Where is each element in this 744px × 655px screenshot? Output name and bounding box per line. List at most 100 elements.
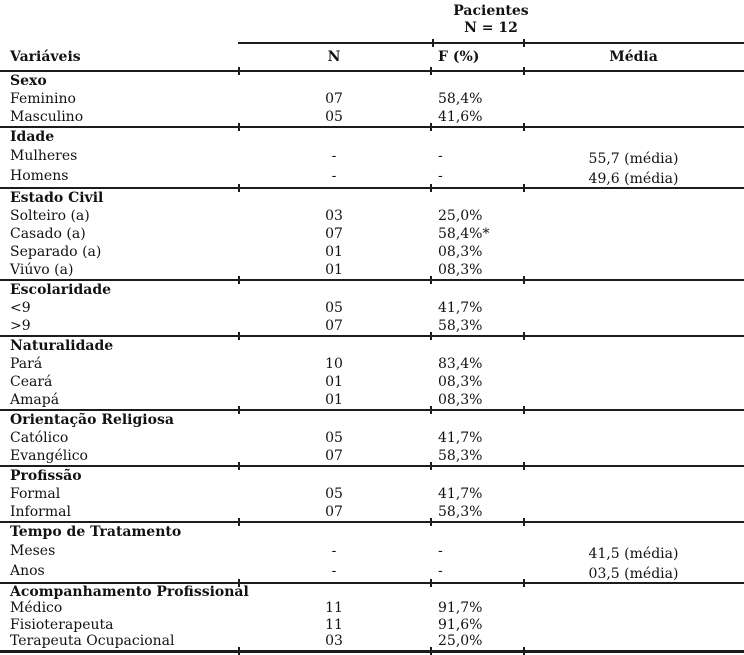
table-row: <9 05 41,7% bbox=[0, 299, 744, 317]
column-boundary-tick bbox=[238, 184, 240, 192]
section-header: Naturalidade bbox=[10, 337, 114, 354]
column-boundary-tick bbox=[430, 67, 432, 75]
table-row: Pará 10 83,4% bbox=[0, 355, 744, 373]
n-value: 05 bbox=[325, 485, 343, 502]
table-row: Homens - - 49,6 (média) bbox=[0, 167, 744, 188]
column-header-f: F (%) bbox=[438, 48, 480, 65]
column-boundary-tick bbox=[523, 406, 525, 414]
f-percent-value: 41,7% bbox=[438, 429, 483, 446]
section-header: Estado Civil bbox=[10, 189, 104, 206]
variable-label: Terapeuta Ocupacional bbox=[10, 633, 175, 650]
variable-label: >9 bbox=[10, 317, 31, 334]
table-row: Casado (a) 07 58,4%* bbox=[0, 225, 744, 243]
f-percent-value: 41,7% bbox=[438, 299, 483, 316]
variable-label: Evangélico bbox=[10, 447, 88, 464]
media-value: 03,5 (média) bbox=[588, 566, 679, 583]
section-header-row: Sexo bbox=[0, 72, 744, 90]
f-percent-value: 25,0% bbox=[438, 207, 483, 224]
column-boundary-tick bbox=[523, 39, 525, 47]
column-boundary-tick bbox=[238, 579, 240, 587]
column-boundary-tick bbox=[523, 647, 525, 655]
variable-label: Formal bbox=[10, 485, 61, 502]
n-value: 07 bbox=[325, 447, 343, 464]
f-percent-value: 91,7% bbox=[438, 600, 483, 617]
f-percent-value: - bbox=[438, 147, 443, 164]
column-boundary-tick bbox=[238, 518, 240, 526]
f-percent-value: 08,3% bbox=[438, 243, 483, 260]
section-divider bbox=[0, 462, 744, 470]
n-value: - bbox=[331, 147, 337, 164]
table-row: Solteiro (a) 03 25,0% bbox=[0, 207, 744, 225]
header-divider bbox=[0, 67, 744, 75]
n-value: 11 bbox=[325, 616, 343, 633]
f-percent-value: 58,4% bbox=[438, 90, 483, 107]
table-row: Evangélico 07 58,3% bbox=[0, 447, 744, 465]
column-boundary-tick bbox=[430, 184, 432, 192]
column-boundary-tick bbox=[430, 518, 432, 526]
n-value: 01 bbox=[325, 391, 343, 408]
section-header-row: Profissão bbox=[0, 467, 744, 485]
media-value: 41,5 (média) bbox=[588, 545, 679, 562]
column-boundary-tick bbox=[430, 462, 432, 470]
variable-label: Informal bbox=[10, 503, 71, 520]
section-divider bbox=[0, 276, 744, 284]
f-percent-value: 08,3% bbox=[438, 261, 483, 278]
section-header: Tempo de Tratamento bbox=[10, 523, 182, 540]
table-row: Médico 11 91,7% bbox=[0, 601, 744, 618]
section-header: Escolaridade bbox=[10, 281, 112, 298]
table-row: Feminino 07 58,4% bbox=[0, 90, 744, 108]
section-header: Profissão bbox=[10, 467, 82, 484]
f-percent-value: - bbox=[438, 168, 443, 185]
variable-label: Separado (a) bbox=[10, 243, 102, 260]
n-value: 03 bbox=[325, 207, 343, 224]
section-header-row: Acompanhamento Profissional bbox=[0, 584, 744, 601]
n-value: 01 bbox=[325, 261, 343, 278]
f-percent-value: 91,6% bbox=[438, 616, 483, 633]
column-boundary-tick bbox=[238, 647, 240, 655]
table-row: Terapeuta Ocupacional 03 25,0% bbox=[0, 634, 744, 651]
variable-label: Pará bbox=[10, 355, 43, 372]
table-sample-size: N = 12 bbox=[464, 20, 518, 36]
column-boundary-tick bbox=[523, 184, 525, 192]
table-row: Formal 05 41,7% bbox=[0, 485, 744, 503]
n-value: 07 bbox=[325, 317, 343, 334]
f-percent-value: 58,4%* bbox=[438, 225, 490, 242]
n-value: 10 bbox=[325, 355, 343, 372]
column-boundary-tick bbox=[523, 67, 525, 75]
table-row: >9 07 58,3% bbox=[0, 317, 744, 335]
variable-label: Masculino bbox=[10, 108, 84, 125]
section-header-row: Orientação Religiosa bbox=[0, 411, 744, 429]
f-percent-value: 41,7% bbox=[438, 485, 483, 502]
f-percent-value: 58,3% bbox=[438, 447, 483, 464]
f-percent-value: 58,3% bbox=[438, 317, 483, 334]
table-row: Fisioterapeuta 11 91,6% bbox=[0, 617, 744, 634]
section-divider bbox=[0, 579, 744, 587]
column-boundary-tick bbox=[523, 462, 525, 470]
column-boundary-tick bbox=[430, 579, 432, 587]
n-value: 05 bbox=[325, 299, 343, 316]
table-row: Mulheres - - 55,7 (média) bbox=[0, 146, 744, 167]
table-row: Viúvo (a) 01 08,3% bbox=[0, 261, 744, 279]
table-row: Masculino 05 41,6% bbox=[0, 108, 744, 126]
column-boundary-tick bbox=[238, 462, 240, 470]
variable-label: Mulheres bbox=[10, 147, 78, 164]
column-boundary-tick bbox=[430, 123, 432, 131]
column-header-media: Média bbox=[609, 48, 658, 65]
section-divider bbox=[0, 518, 744, 526]
section-header-row: Escolaridade bbox=[0, 281, 744, 299]
variable-label: Viúvo (a) bbox=[10, 261, 74, 278]
column-boundary-tick bbox=[238, 276, 240, 284]
column-boundary-tick bbox=[238, 67, 240, 75]
table-row: Separado (a) 01 08,3% bbox=[0, 243, 744, 261]
section-header: Idade bbox=[10, 128, 55, 145]
n-value: - bbox=[331, 563, 337, 580]
table-row: Ceará 01 08,3% bbox=[0, 373, 744, 391]
section-header-row: Tempo de Tratamento bbox=[0, 523, 744, 541]
n-value: 05 bbox=[325, 108, 343, 125]
variable-label: Feminino bbox=[10, 90, 76, 107]
table-title: Pacientes bbox=[453, 3, 529, 19]
media-value: 55,7 (média) bbox=[588, 150, 679, 167]
n-value: - bbox=[331, 542, 337, 559]
column-boundary-tick bbox=[523, 579, 525, 587]
